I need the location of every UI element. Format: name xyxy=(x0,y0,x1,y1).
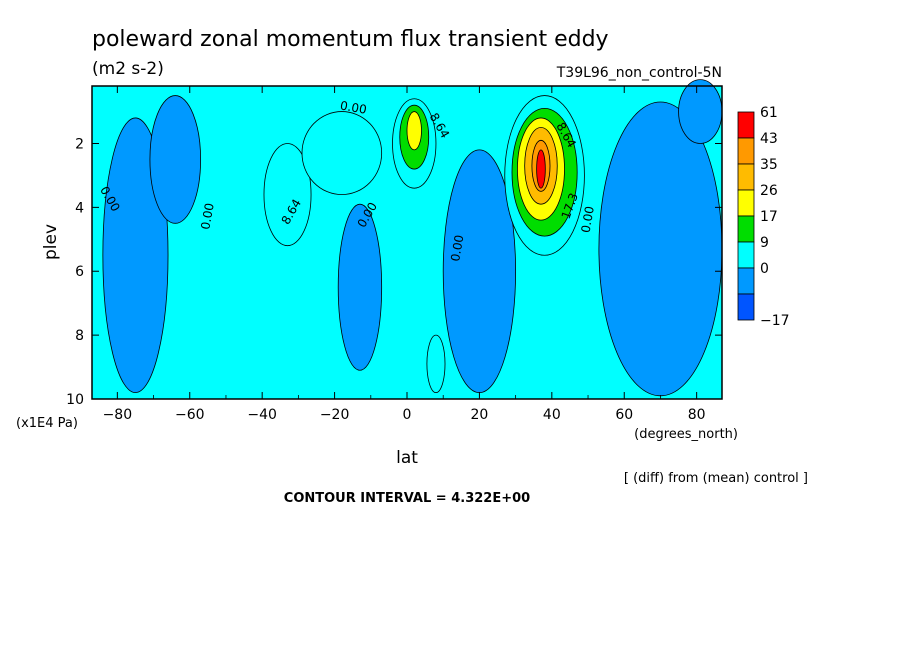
y-axis-units: (x1E4 Pa) xyxy=(16,416,78,431)
colorbar-swatch-3 xyxy=(737,189,755,217)
x-axis-ticks: −80 −60 −40 −20 0 20 40 60 80 xyxy=(103,86,706,423)
colorbar-label-5: 9 xyxy=(760,235,769,251)
colorbar-swatch-7 xyxy=(737,293,755,321)
colorbar: 61 43 35 26 17 9 0 −17 xyxy=(737,105,790,329)
contour-interval: CONTOUR INTERVAL = 4.322E+00 xyxy=(284,491,530,506)
negative-region-1 xyxy=(149,95,202,224)
x-tick-label-4: 0 xyxy=(403,407,412,423)
colorbar-label-2: 35 xyxy=(760,157,778,173)
y-tick-label-1: 4 xyxy=(75,200,84,216)
contour-fills xyxy=(263,95,585,394)
colorbar-label-7: −17 xyxy=(760,313,790,329)
run-label: T39L96_non_control-5N xyxy=(556,65,722,81)
negative-region-2 xyxy=(337,203,383,371)
contour-blob-10 xyxy=(406,111,422,151)
colorbar-swatch-0 xyxy=(737,111,755,139)
chart-title: poleward zonal momentum flux transient e… xyxy=(92,27,609,52)
diff-note: [ (diff) from (mean) control ] xyxy=(624,471,808,486)
y-axis-label: plev xyxy=(41,224,61,260)
x-axis-label: lat xyxy=(396,448,418,468)
contour-blob-7 xyxy=(301,111,383,195)
contour-label-6: 0.00 xyxy=(448,234,466,263)
colorbar-label-0: 61 xyxy=(760,105,778,121)
y-tick-label-2: 6 xyxy=(75,264,84,280)
x-tick-label-5: 20 xyxy=(470,407,488,423)
negative-region-5 xyxy=(678,79,723,144)
colorbar-label-6: 0 xyxy=(760,261,769,277)
colorbar-swatch-2 xyxy=(737,163,755,191)
contour-label-9: 0.00 xyxy=(579,205,597,234)
y-tick-label-0: 2 xyxy=(75,136,84,152)
x-tick-label-1: −60 xyxy=(175,407,205,423)
x-tick-label-0: −80 xyxy=(103,407,133,423)
contour-label-1: 0.00 xyxy=(198,202,216,231)
contour-label-4: 0.00 xyxy=(339,98,368,116)
x-tick-label-8: 80 xyxy=(688,407,706,423)
colorbar-swatch-4 xyxy=(737,215,755,243)
plot-area: 0.000.00 8.64 0.000.008.640.008.6417.30.00… xyxy=(66,79,723,423)
colorbar-swatch-6 xyxy=(737,267,755,295)
y-tick-label-4: 10 xyxy=(66,392,84,408)
x-tick-label-7: 60 xyxy=(615,407,633,423)
x-tick-label-3: −20 xyxy=(320,407,350,423)
contour-blob-11 xyxy=(426,334,446,394)
contour-blob-5 xyxy=(536,149,546,189)
colorbar-swatch-1 xyxy=(737,137,755,165)
negative-regions xyxy=(102,79,723,397)
x-tick-label-6: 40 xyxy=(543,407,561,423)
y-axis-ticks: 2 4 6 8 10 xyxy=(66,136,722,408)
contour-blob-6 xyxy=(263,143,312,247)
colorbar-swatch-5 xyxy=(737,241,755,269)
colorbar-label-3: 26 xyxy=(760,183,778,199)
colorbar-label-1: 43 xyxy=(760,131,778,147)
y-tick-label-3: 8 xyxy=(75,328,84,344)
x-tick-label-2: −40 xyxy=(247,407,277,423)
x-axis-units: (degrees_north) xyxy=(634,427,738,442)
negative-region-4 xyxy=(598,101,723,397)
units-label: (m2 s-2) xyxy=(92,59,164,79)
negative-region-0 xyxy=(102,117,169,394)
colorbar-label-4: 17 xyxy=(760,209,778,225)
